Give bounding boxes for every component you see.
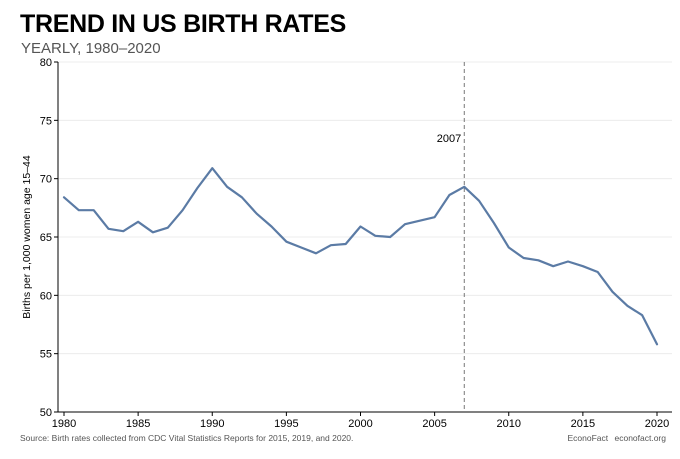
x-tick-label: 1995: [274, 418, 298, 430]
y-tick-label: 60: [40, 290, 52, 302]
chart-subtitle: YEARLY, 1980–2020: [21, 40, 161, 57]
y-tick-label: 65: [40, 232, 52, 244]
brand-name: EconoFact: [567, 433, 609, 443]
x-tick-label: 2000: [348, 418, 372, 430]
source-note: Source: Birth rates collected from CDC V…: [20, 433, 354, 443]
x-tick-label: 2005: [422, 418, 446, 430]
y-axis-label: Births per 1,000 women age 15–44: [21, 155, 33, 319]
x-tick-label: 1980: [52, 418, 76, 430]
x-tick-label: 1990: [200, 418, 224, 430]
y-tick-label: 50: [40, 407, 52, 419]
credit: EconoFact econofact.org: [563, 433, 666, 443]
x-tick-label: 1985: [126, 418, 150, 430]
y-tick-label: 75: [40, 115, 52, 127]
series-line: [62, 167, 659, 346]
y-tick-label: 55: [40, 349, 52, 361]
x-tick-label: 2010: [497, 418, 521, 430]
y-tick-label: 80: [40, 57, 52, 69]
y-tick-label: 70: [40, 174, 52, 186]
x-tick-label: 2015: [571, 418, 595, 430]
annotation-label: 2007: [437, 133, 461, 145]
brand-url: econofact.org: [614, 433, 666, 443]
chart-title: TREND IN US BIRTH RATES: [20, 10, 346, 38]
x-tick-label: 2020: [645, 418, 669, 430]
